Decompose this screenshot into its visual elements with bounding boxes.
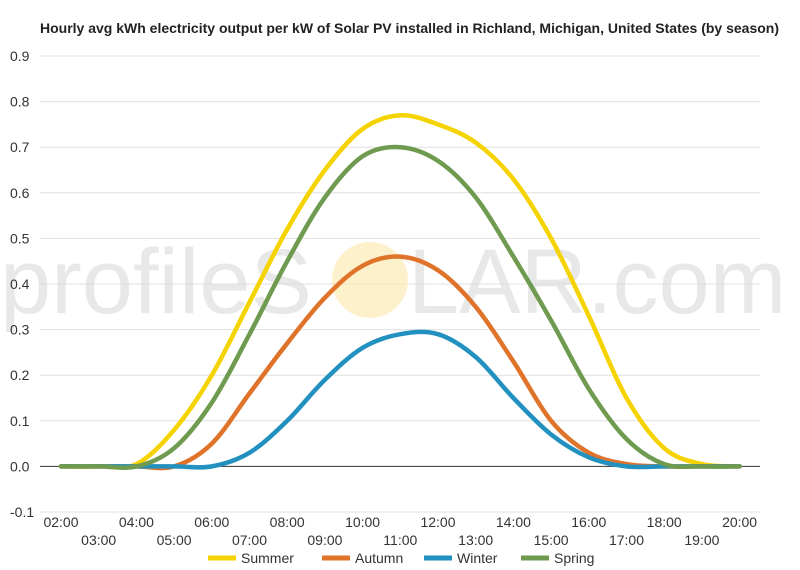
watermark: profileS LAR.com (0, 231, 786, 333)
series-line-spring (58, 144, 742, 470)
y-tick-label: 0.3 (10, 322, 30, 338)
y-tick-label: 0.4 (10, 276, 30, 292)
x-axis: 02:00 04:00 06:00 08:00 10:00 12:00 14:00 16:00… (43, 514, 757, 548)
legend-label-winter: Winter (457, 550, 498, 566)
y-axis: -0.1 0.0 0.1 0.2 0.3 0.4 0.5 0.6 0.7 0.8 0.9 (10, 48, 34, 520)
x-tick-label: 16:00 (571, 514, 606, 530)
y-tick-label: 0.7 (10, 139, 30, 155)
x-tick-label: 07:00 (232, 532, 267, 548)
y-tick-label: 0.8 (10, 94, 30, 110)
series-line-summer (58, 113, 742, 470)
y-tick-label: 0.5 (10, 230, 30, 246)
x-tick-label: 17:00 (609, 532, 644, 548)
y-tick-label: 0.6 (10, 185, 30, 201)
y-tick-label: 0.0 (10, 458, 30, 474)
legend-label-spring: Spring (554, 550, 594, 566)
x-tick-label: 18:00 (647, 514, 682, 530)
x-tick-label: 09:00 (307, 532, 342, 548)
x-tick-label: 20:00 (722, 514, 757, 530)
series-line-winter (58, 329, 742, 470)
x-tick-label: 12:00 (420, 514, 455, 530)
y-tick-label: 0.1 (10, 413, 30, 429)
x-tick-label: 03:00 (81, 532, 116, 548)
x-tick-label: 06:00 (194, 514, 229, 530)
x-tick-label: 13:00 (458, 532, 493, 548)
legend-label-summer: Summer (241, 550, 294, 566)
x-tick-label: 11:00 (383, 532, 417, 548)
y-tick-label: -0.1 (10, 504, 34, 520)
x-tick-label: 08:00 (270, 514, 305, 530)
x-tick-label: 15:00 (534, 532, 569, 548)
x-tick-label: 14:00 (496, 514, 531, 530)
x-tick-label: 19:00 (684, 532, 719, 548)
y-tick-label: 0.9 (10, 48, 30, 64)
y-tick-label: 0.2 (10, 367, 30, 383)
x-tick-label: 04:00 (119, 514, 154, 530)
watermark-sun-icon (332, 242, 408, 318)
legend-label-autumn: Autumn (355, 550, 403, 566)
x-tick-label: 02:00 (43, 514, 78, 530)
watermark-right: LAR.com (408, 231, 786, 333)
watermark-left: profileS (0, 231, 312, 333)
series-lines (58, 113, 742, 471)
chart-title: Hourly avg kWh electricity output per kW… (40, 20, 779, 36)
x-tick-label: 05:00 (157, 532, 192, 548)
x-tick-label: 10:00 (345, 514, 380, 530)
legend: Summer Autumn Winter Spring (208, 550, 594, 566)
